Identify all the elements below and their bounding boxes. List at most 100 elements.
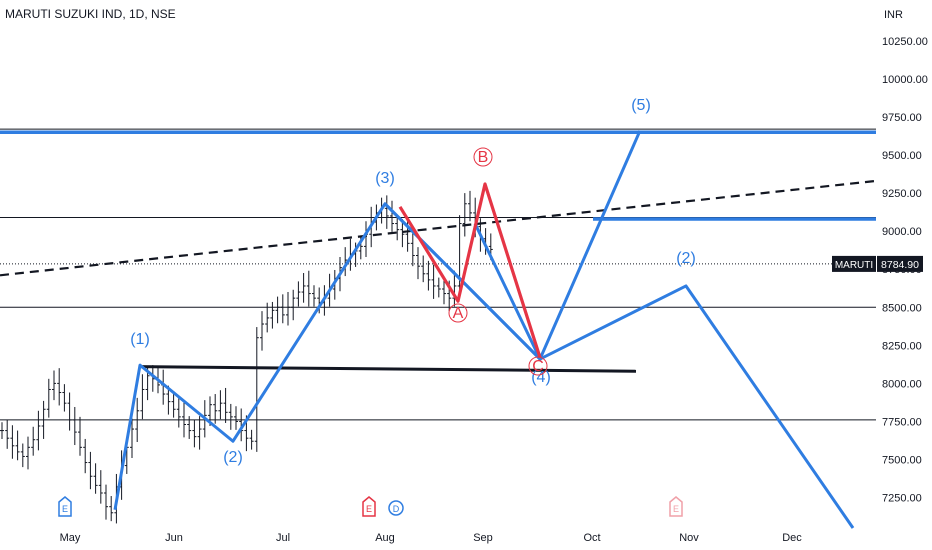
x-tick-label: Oct	[583, 532, 600, 544]
candle	[41, 400, 46, 439]
candle	[176, 396, 181, 428]
y-tick-label: 8250.00	[882, 340, 922, 352]
candle	[301, 273, 306, 303]
candle	[421, 255, 426, 283]
wave-label-b-circle	[473, 147, 493, 167]
x-tick-label: Jul	[276, 532, 290, 544]
wave-label-1: (1)	[130, 331, 150, 348]
candle	[436, 277, 441, 298]
y-tick-label: 8000.00	[882, 378, 922, 390]
projection-wave-2	[473, 222, 855, 529]
currency-label: INR	[884, 9, 903, 21]
candle	[410, 228, 415, 267]
candle	[171, 390, 176, 418]
horizontal-levels	[0, 128, 877, 421]
wave-label-2-projection: (2)	[676, 250, 696, 267]
candle	[265, 302, 270, 333]
candle	[254, 327, 259, 452]
y-tick-label: 9750.00	[882, 112, 922, 124]
candle	[88, 451, 93, 490]
candle	[140, 374, 145, 420]
candle	[31, 426, 36, 456]
candles	[0, 190, 493, 524]
candle	[270, 301, 275, 329]
corrective-wave-abc	[398, 182, 542, 358]
candle	[275, 296, 280, 324]
candle	[20, 443, 25, 468]
event-marker-label: E	[62, 504, 68, 514]
trend-line-dashed	[0, 179, 877, 277]
candle	[234, 406, 238, 430]
candle	[223, 387, 228, 423]
y-tick-label: 9500.00	[882, 150, 922, 162]
impulse-wave-1	[113, 130, 642, 510]
event-marker: E	[669, 496, 683, 517]
wave-label-c: C	[532, 358, 544, 375]
price-tag-symbol: MARUTI	[835, 260, 873, 271]
price-tag-symbol-box	[832, 255, 876, 272]
x-axis: May Jun Jul Aug Sep Oct Nov Dec	[60, 532, 803, 544]
candle	[182, 401, 186, 438]
candle	[296, 281, 301, 307]
candle	[416, 247, 420, 280]
wave-label-4: (4)	[531, 369, 551, 386]
x-tick-label: Nov	[679, 532, 699, 544]
candle	[280, 294, 285, 324]
candle	[78, 416, 82, 456]
y-tick-label: 7750.00	[882, 416, 922, 428]
candle	[228, 403, 233, 430]
event-marker-shape	[388, 500, 404, 516]
candle	[249, 429, 254, 450]
candle	[468, 190, 472, 222]
event-marker: D	[388, 500, 404, 516]
candle	[15, 430, 20, 461]
event-marker: E	[362, 496, 376, 517]
candle	[192, 419, 197, 448]
x-tick-label: Aug	[375, 532, 395, 544]
x-tick-label: Sep	[473, 532, 493, 544]
x-tick-label: Jun	[165, 532, 183, 544]
y-tick-label: 7250.00	[882, 493, 922, 505]
price-tag: MARUTI 8784.90	[832, 255, 923, 272]
candle	[93, 463, 98, 494]
support-line	[139, 365, 637, 373]
event-marker-label: E	[673, 504, 679, 514]
candle	[26, 436, 30, 470]
wave-label-3: (3)	[375, 170, 395, 187]
candle	[135, 397, 140, 442]
price-tag-value: 8784.90	[881, 259, 919, 271]
candle	[0, 422, 4, 439]
candle	[187, 416, 192, 439]
wave-label-b: B	[478, 149, 489, 166]
candle	[10, 425, 15, 459]
candle	[218, 390, 223, 420]
candle	[400, 218, 405, 248]
candle	[426, 260, 431, 291]
candle	[109, 496, 114, 522]
event-marker-label: D	[393, 504, 400, 514]
candle	[431, 264, 436, 299]
event-marker-shape	[58, 496, 72, 517]
wave-label-5: (5)	[631, 97, 651, 114]
x-tick-label: Dec	[782, 532, 802, 544]
price-tag-value-box	[877, 255, 923, 272]
candle	[197, 416, 202, 450]
candle	[306, 270, 311, 307]
chart-title: MARUTI SUZUKI IND, 1D, NSE	[5, 7, 176, 21]
candle	[130, 418, 134, 458]
candle	[83, 438, 88, 474]
y-tick-label: 7500.00	[882, 454, 922, 466]
candle	[72, 406, 77, 446]
event-marker-label: E	[366, 504, 372, 514]
candle	[312, 285, 316, 307]
candle	[364, 221, 368, 258]
wave-labels: (1) (2) (3) (4) (5) (2) A B C	[130, 97, 696, 466]
wave-label-a-circle	[448, 303, 468, 323]
candle	[442, 278, 446, 305]
candle	[52, 370, 56, 401]
event-marker-shape	[669, 496, 683, 517]
y-tick-label: 9250.00	[882, 188, 922, 200]
y-tick-label: 10250.00	[882, 36, 928, 48]
